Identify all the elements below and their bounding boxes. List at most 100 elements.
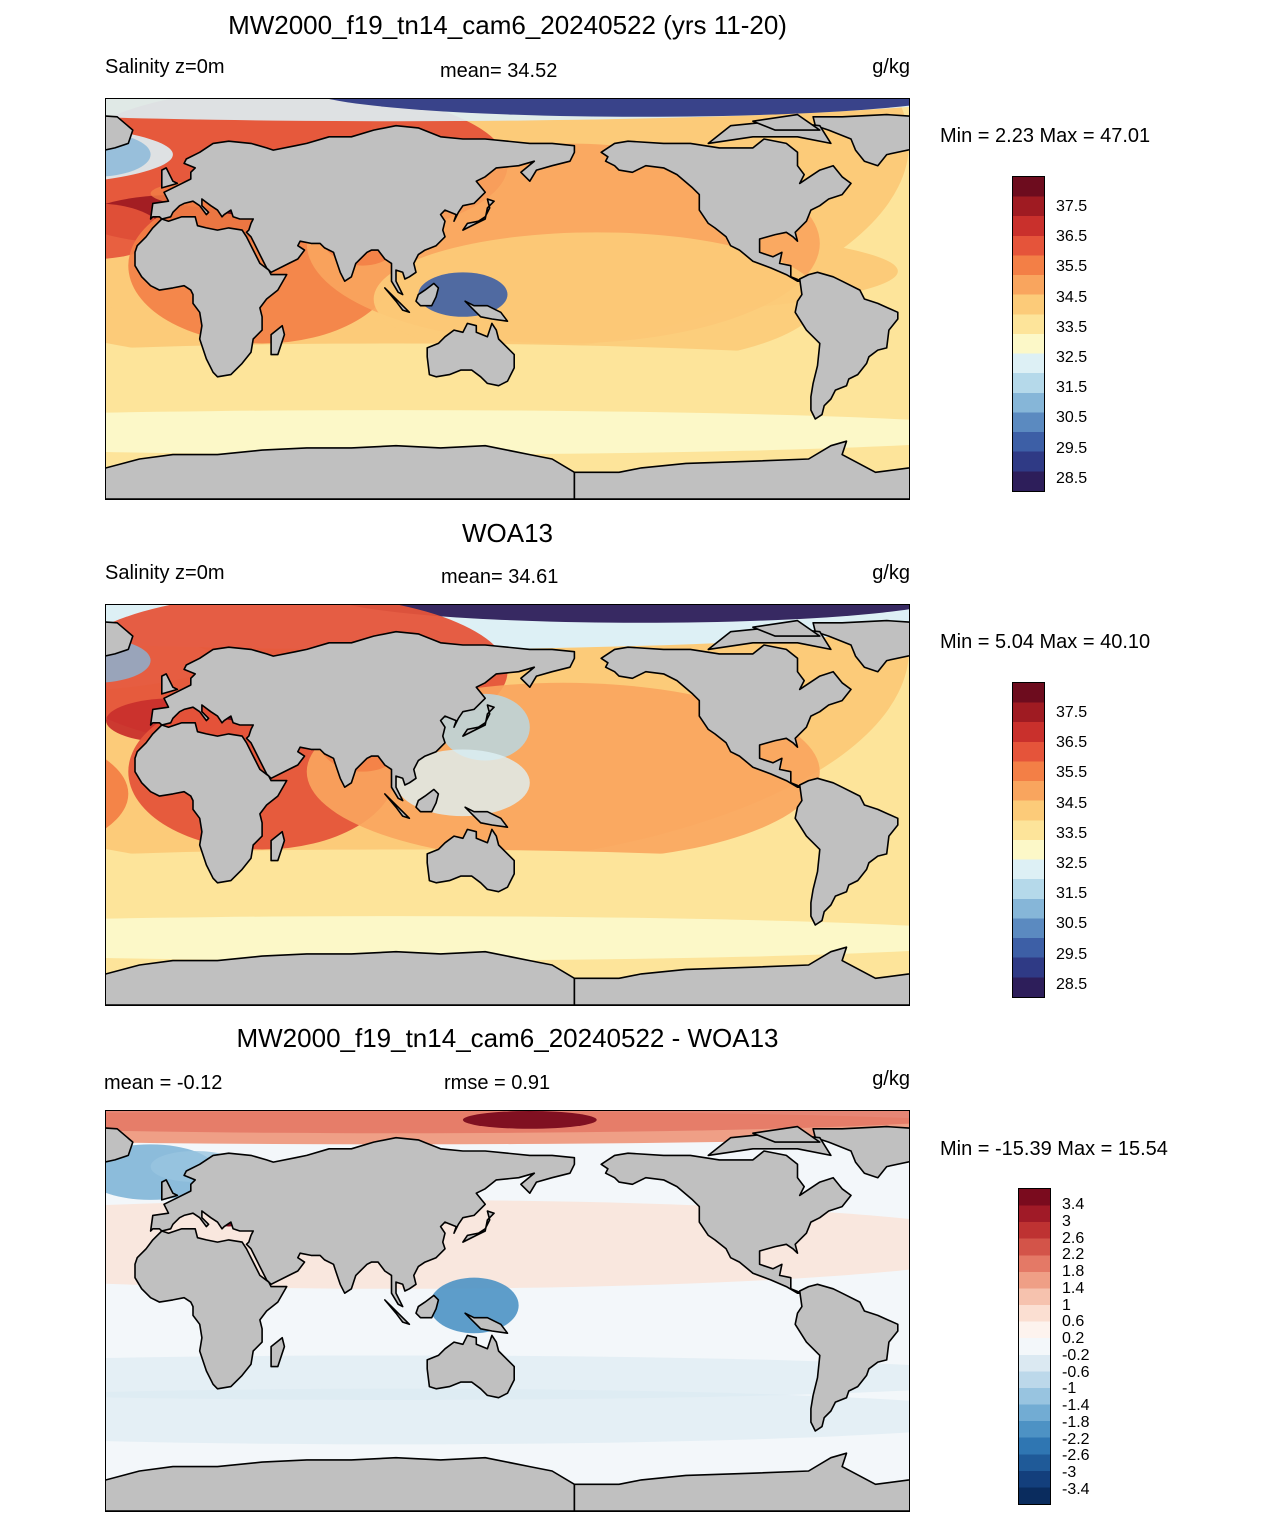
land-mass: [106, 1456, 576, 1511]
land-mass: [134, 722, 288, 884]
colorbar-tick-label: -1.8: [1062, 1413, 1090, 1431]
land-mass: [752, 113, 821, 131]
ocean-field-patch: [106, 410, 909, 455]
land-mass: [600, 644, 852, 788]
land-mass: [812, 619, 909, 673]
colorbar-tick-label: -3: [1062, 1464, 1077, 1481]
land-mass: [462, 1210, 495, 1243]
land-mass: [573, 440, 909, 499]
colorbar-tick-label: 0.2: [1062, 1330, 1085, 1347]
ocean-field-patch: [373, 232, 820, 366]
colorbar-tick-label: -3.4: [1062, 1480, 1090, 1498]
colorbar-tick-label: 32.5: [1056, 855, 1088, 872]
colorbar-tick-label: 35.5: [1056, 258, 1088, 276]
panel3-rmse-label: rmse = 0.91: [444, 1072, 551, 1094]
land-mass: [270, 324, 286, 356]
ocean-field-patch: [106, 343, 909, 433]
land-mass: [149, 1136, 576, 1308]
land-mass: [794, 1283, 899, 1432]
land-mass: [464, 1312, 509, 1334]
panel2-units-label: g/kg: [872, 562, 910, 584]
colorbar-tick-label: 2.2: [1062, 1246, 1085, 1264]
panel1-minmax-label: Min = 2.23 Max = 47.01: [940, 125, 1151, 147]
land-mass: [573, 1452, 909, 1511]
land-mass: [384, 1299, 411, 1326]
land-mass: [161, 167, 179, 189]
panel3-title: MW2000_f19_tn14_cam6_20240522 - WOA13: [236, 1023, 779, 1053]
land-mass: [134, 216, 288, 378]
panel1-units-label: g/kg: [872, 56, 910, 78]
colorbar-tick-label: -0.2: [1062, 1346, 1090, 1364]
land-mass: [161, 1179, 179, 1201]
colorbar-tick-label: 1.4: [1062, 1279, 1085, 1297]
colorbar-tick-label: -2.6: [1062, 1447, 1090, 1465]
panel3-mean-label: mean = -0.12: [104, 1072, 223, 1094]
land-mass: [134, 1228, 288, 1390]
colorbar-tick-label: 35.5: [1056, 764, 1088, 782]
land-mass: [426, 322, 515, 387]
colorbar-tick-label: 0.6: [1062, 1313, 1085, 1331]
colorbar-tick-label: 3: [1062, 1212, 1071, 1230]
land-mass: [415, 282, 440, 307]
land-mass: [752, 619, 821, 637]
ocean-field-patch: [329, 99, 909, 117]
land-mass: [106, 621, 134, 657]
land-mass: [270, 1336, 286, 1368]
colorbar-tick-label: 31.5: [1056, 885, 1088, 903]
colorbar-tick-label: -2.2: [1062, 1430, 1090, 1448]
colorbar-tick-label: 1: [1062, 1296, 1071, 1314]
land-mass: [415, 788, 440, 813]
panel3-difference-map: [105, 1110, 910, 1512]
land-mass: [415, 1294, 440, 1319]
land-mass: [462, 704, 495, 737]
land-mass: [106, 115, 134, 151]
colorbar-tick-label: -0.6: [1062, 1363, 1090, 1381]
colorbar-tick-label: 37.5: [1056, 198, 1088, 215]
land-mass: [752, 1125, 821, 1143]
panel1-mean-label: mean= 34.52: [440, 60, 558, 82]
land-mass: [106, 1127, 134, 1163]
panel1-variable-label: Salinity z=0m: [105, 56, 225, 78]
ocean-field-patch: [106, 759, 129, 829]
ocean-field-patch: [106, 916, 909, 961]
panel2-mean-label: mean= 34.61: [441, 566, 559, 588]
colorbar-tick-label: 2.6: [1062, 1229, 1085, 1247]
land-mass: [794, 777, 899, 926]
colorbar-tick-label: -1: [1062, 1380, 1077, 1398]
colorbar-tick-label: 30.5: [1056, 915, 1088, 933]
colorbar-tick-label: -1.4: [1062, 1397, 1090, 1414]
colorbar-tick-label: 29.5: [1056, 439, 1088, 457]
colorbar-tick-label: 30.5: [1056, 409, 1088, 427]
land-mass: [149, 630, 576, 802]
land-mass: [600, 138, 852, 282]
land-mass: [794, 271, 899, 420]
colorbar-tick-label: 33.5: [1056, 318, 1088, 336]
land-mass: [573, 946, 909, 1005]
land-mass: [149, 124, 576, 296]
land-mass: [812, 1125, 909, 1179]
ocean-field-patch: [462, 1111, 597, 1129]
land-mass: [426, 828, 515, 893]
land-mass: [464, 806, 509, 828]
panel1-title: MW2000_f19_tn14_cam6_20240522 (yrs 11-20…: [228, 10, 787, 40]
land-mass: [161, 673, 179, 695]
panel2-title: WOA13: [461, 518, 554, 548]
ocean-field-patch: [349, 605, 909, 623]
colorbar-tick-label: 31.5: [1056, 379, 1088, 397]
panel3-units-label: g/kg: [872, 1068, 910, 1090]
panel2-woa13-map: [105, 604, 910, 1006]
panel2-minmax-label: Min = 5.04 Max = 40.10: [940, 631, 1151, 653]
land-mass: [384, 793, 411, 820]
ocean-field-patch: [429, 1277, 519, 1334]
colorbar-tick-label: 36.5: [1056, 734, 1088, 752]
colorbar-tick-label: 29.5: [1056, 945, 1088, 963]
land-mass: [106, 950, 576, 1005]
colorbar-tick-label: 28.5: [1056, 469, 1088, 487]
land-mass: [106, 444, 576, 499]
colorbar-swatches: [1018, 1188, 1051, 1505]
land-mass: [462, 198, 495, 231]
panel2-variable-label: Salinity z=0m: [105, 562, 225, 584]
ocean-field-patch: [106, 1388, 909, 1445]
panel1-model-map: [105, 98, 910, 500]
land-mass: [270, 830, 286, 862]
